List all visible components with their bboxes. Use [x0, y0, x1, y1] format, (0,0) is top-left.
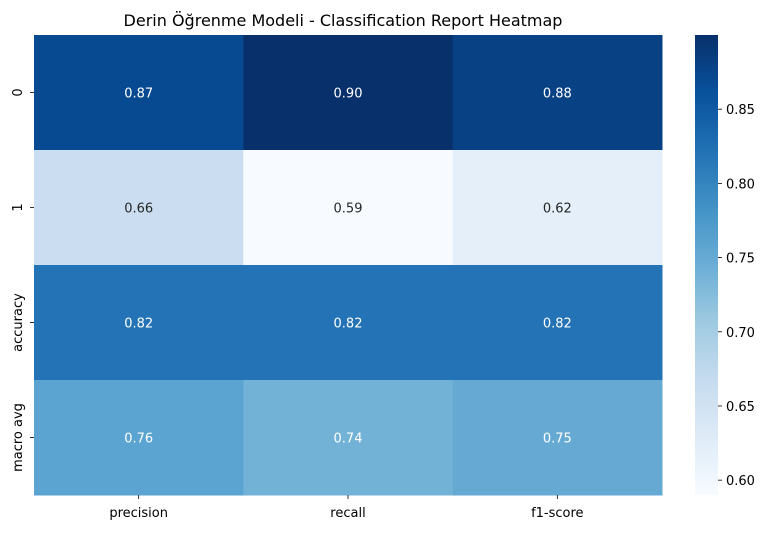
- colorbar-tick-label: 0.80: [726, 177, 755, 192]
- heatmap-cell: [452, 380, 663, 496]
- y-tick-label: macro avg: [11, 403, 26, 472]
- cell-value-label: 0.82: [124, 317, 153, 332]
- cell-value-label: 0.59: [334, 202, 363, 217]
- heatmap-cell: [34, 35, 244, 151]
- heatmap-cell: [243, 150, 454, 266]
- colorbar-tick-label: 0.70: [726, 326, 755, 341]
- heatmap-cells: [34, 35, 663, 496]
- colorbar-tick-label: 0.75: [726, 252, 755, 267]
- cell-value-label: 0.88: [543, 87, 572, 102]
- heatmap-cell: [243, 35, 454, 151]
- heatmap-cell: [243, 265, 454, 381]
- cell-value-label: 0.66: [124, 202, 153, 217]
- cell-value-label: 0.82: [543, 317, 572, 332]
- colorbar-tick-label: 0.65: [726, 400, 755, 415]
- heatmap-cell: [243, 380, 454, 496]
- heatmap-cell: [34, 265, 244, 381]
- heatmap-cell: [452, 150, 663, 266]
- x-tick-label: precision: [109, 506, 168, 521]
- x-tick-label: recall: [330, 506, 365, 521]
- heatmap-cell: [34, 380, 244, 496]
- cell-value-label: 0.75: [543, 432, 572, 447]
- cell-value-label: 0.76: [124, 432, 153, 447]
- y-axis-ticks: 0 1 accuracy macro avg: [11, 88, 34, 472]
- cell-value-label: 0.62: [543, 202, 572, 217]
- heatmap-cell: [452, 265, 663, 381]
- colorbar-tick-label: 0.60: [726, 474, 755, 489]
- chart-title: Derin Öğrenme Modeli - Classification Re…: [124, 11, 563, 30]
- colorbar: 0.60 0.65 0.70 0.75 0.80 0.85: [695, 35, 755, 495]
- colorbar-gradient: [695, 35, 718, 495]
- colorbar-tick-label: 0.85: [726, 103, 755, 118]
- heatmap-cell: [34, 150, 244, 266]
- heatmap-cell: [452, 35, 663, 151]
- y-tick-label: 1: [11, 203, 26, 211]
- x-tick-label: f1-score: [531, 506, 583, 521]
- cell-value-label: 0.82: [334, 317, 363, 332]
- cell-value-label: 0.90: [334, 87, 363, 102]
- y-tick-label: 0: [11, 88, 26, 96]
- cell-annotations: 0.87 0.90 0.88 0.66 0.59 0.62 0.82 0.82 0.82 0.76…: [124, 87, 572, 447]
- y-tick-label: accuracy: [11, 293, 26, 352]
- cell-value-label: 0.87: [124, 87, 153, 102]
- x-axis-ticks: precision recall f1-score: [109, 495, 584, 521]
- cell-value-label: 0.74: [334, 432, 363, 447]
